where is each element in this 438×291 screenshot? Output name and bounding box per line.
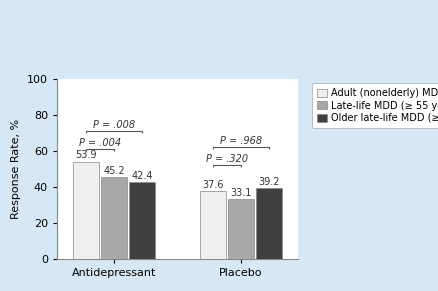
Text: 42.4: 42.4: [131, 171, 152, 181]
Text: 45.2: 45.2: [103, 166, 125, 176]
Text: P = .968: P = .968: [220, 136, 262, 146]
Bar: [129, 182, 155, 259]
Legend: Adult (nonelderly) MDD (< 65 years of age), Late-life MDD (≥ 55 years of age), O: Adult (nonelderly) MDD (< 65 years of ag…: [312, 84, 438, 128]
Text: 37.6: 37.6: [202, 180, 224, 190]
Text: P = .004: P = .004: [79, 138, 121, 148]
Bar: [73, 162, 99, 259]
Y-axis label: Response Rate, %: Response Rate, %: [11, 119, 21, 219]
Text: 39.2: 39.2: [258, 177, 279, 187]
Text: P = .008: P = .008: [93, 120, 135, 130]
Text: 33.1: 33.1: [230, 188, 251, 198]
Bar: [228, 199, 254, 259]
Bar: [256, 188, 282, 259]
Text: P = .320: P = .320: [206, 154, 248, 164]
Text: 53.9: 53.9: [75, 150, 97, 160]
Bar: [200, 191, 226, 259]
Bar: [101, 178, 127, 259]
